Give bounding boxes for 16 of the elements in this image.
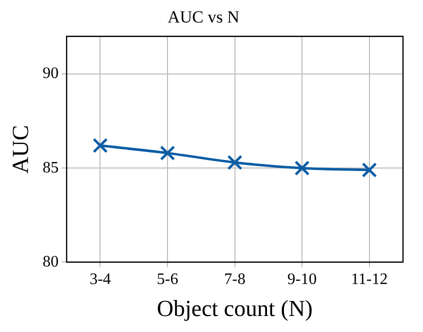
point	[92, 138, 108, 154]
y-tick-label: 80	[42, 253, 59, 270]
y-axis-title: AUC	[8, 125, 33, 174]
x-tick-label: 11-12	[350, 271, 388, 288]
point	[160, 145, 176, 161]
point	[227, 154, 242, 170]
x-tick-label: 5-6	[156, 271, 178, 288]
point	[294, 160, 310, 176]
point	[362, 162, 377, 178]
x-tick-label: 9-10	[287, 271, 317, 288]
x-axis-title: Object count (N)	[156, 296, 313, 322]
x-tick-label: 3-4	[90, 271, 111, 288]
y-tick-label: 85	[42, 159, 59, 176]
chart-title: AUC vs N	[168, 8, 240, 27]
x-tick-label: 7-8	[224, 271, 246, 288]
y-tick-label: 90	[42, 65, 59, 82]
